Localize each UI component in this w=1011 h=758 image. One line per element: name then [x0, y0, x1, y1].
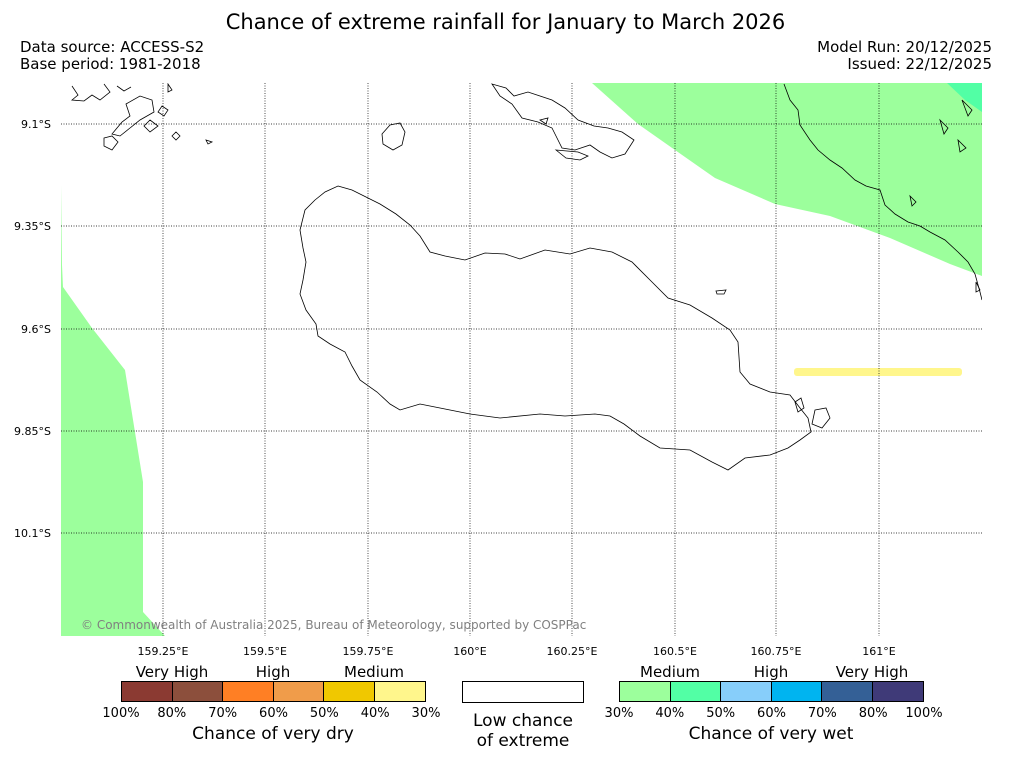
lon-tick-label: 160.25°E [546, 645, 598, 658]
colorbar-tick-label: 50% [706, 706, 736, 721]
colorbar-swatch [822, 682, 873, 701]
colorbar-tick-label: 70% [208, 706, 238, 721]
dry-medium-label: Medium [344, 663, 404, 681]
colorbar-tick-label: 40% [360, 706, 390, 721]
lat-tick-label: 9.35°S [14, 220, 51, 233]
model-run: Model Run: 20/12/2025 [817, 38, 992, 56]
colorbar-swatch [620, 682, 671, 701]
colorbar-tick-label: 70% [807, 706, 837, 721]
dry-high-label: High [255, 663, 291, 681]
islands-russell [70, 83, 214, 151]
latitude-labels: 9.1°S 9.35°S 9.6°S 9.85°S 10.1°S [14, 118, 51, 540]
region-dry-medium-strip [794, 368, 962, 376]
colorbar-swatch [374, 682, 425, 701]
lat-tick-label: 10.1°S [14, 527, 51, 540]
region-wet-medium-high-corner [947, 83, 982, 112]
lon-tick-label: 159.25°E [137, 645, 189, 658]
base-period: Base period: 1981-2018 [20, 55, 201, 73]
lat-tick-label: 9.85°S [14, 425, 51, 438]
colorbar-tick-label: 100% [905, 706, 943, 721]
dry-very-high-label: Very High [135, 663, 209, 681]
copyright-notice: © Commonwealth of Australia 2025, Bureau… [81, 618, 587, 632]
issued-date: Issued: 22/12/2025 [847, 55, 992, 73]
dry-caption: Chance of very dry [192, 724, 354, 744]
wet-very-high-label: Very High [835, 663, 909, 681]
colorbar-swatch [872, 682, 923, 701]
lat-tick-label: 9.1°S [21, 118, 51, 131]
lon-tick-label: 160.75°E [750, 645, 802, 658]
graticule [61, 83, 982, 636]
lon-tick-label: 159.75°E [342, 645, 394, 658]
colorbar-tick-label: 30% [411, 706, 441, 721]
colorbar-tick-label: 100% [102, 706, 140, 721]
low-chance-box [462, 681, 584, 703]
colorbar-swatch [172, 682, 223, 701]
region-wet-medium-west [61, 185, 165, 636]
lon-tick-label: 160.5°E [653, 645, 697, 658]
island-dot-east [715, 289, 727, 295]
colorbar-swatch [721, 682, 772, 701]
colorbar-tick-label: 60% [259, 706, 288, 721]
malaita-islets [909, 99, 981, 293]
low-chance-caption-2: of extreme [476, 731, 570, 751]
lon-tick-label: 159.5°E [243, 645, 287, 658]
colorbar-tick-label: 50% [309, 706, 339, 721]
wet-high-label: High [753, 663, 789, 681]
wet-medium-label: Medium [640, 663, 700, 681]
island-east-small [811, 407, 831, 429]
colorbar-swatch [670, 682, 721, 701]
colorbar-swatch [223, 682, 274, 701]
colorbar-swatch [771, 682, 822, 701]
island-east-tiny [794, 397, 805, 413]
colorbar-swatch [122, 682, 173, 701]
colorbar-swatch [273, 682, 324, 701]
islands-nggela [491, 83, 635, 161]
wet-caption: Chance of very wet [688, 724, 854, 744]
region-wet-medium-northeast [592, 83, 982, 276]
run-info: Model Run: 20/12/2025 Issued: 22/12/2025 [817, 39, 992, 73]
dry-colorbar [121, 681, 426, 702]
colorbar-tick-label: 80% [157, 706, 187, 721]
data-source: Data source: ACCESS-S2 [20, 38, 205, 56]
lon-tick-label: 161°E [862, 645, 896, 658]
wet-colorbar [619, 681, 924, 702]
colorbar-swatch [324, 682, 375, 701]
colorbar-tick-label: 40% [655, 706, 685, 721]
lon-tick-label: 160°E [453, 645, 487, 658]
island-savo [381, 122, 406, 151]
map-title: Chance of extreme rainfall for January t… [225, 10, 786, 34]
colorbar-tick-label: 80% [858, 706, 888, 721]
source-info: Data source: ACCESS-S2 Base period: 1981… [20, 39, 204, 73]
colorbar-tick-label: 60% [757, 706, 786, 721]
lat-tick-label: 9.6°S [21, 323, 51, 336]
colorbar-tick-label: 30% [604, 706, 634, 721]
low-chance-caption-1: Low chance [473, 711, 573, 731]
island-guadalcanal [299, 185, 812, 471]
island-malaita [783, 83, 982, 301]
